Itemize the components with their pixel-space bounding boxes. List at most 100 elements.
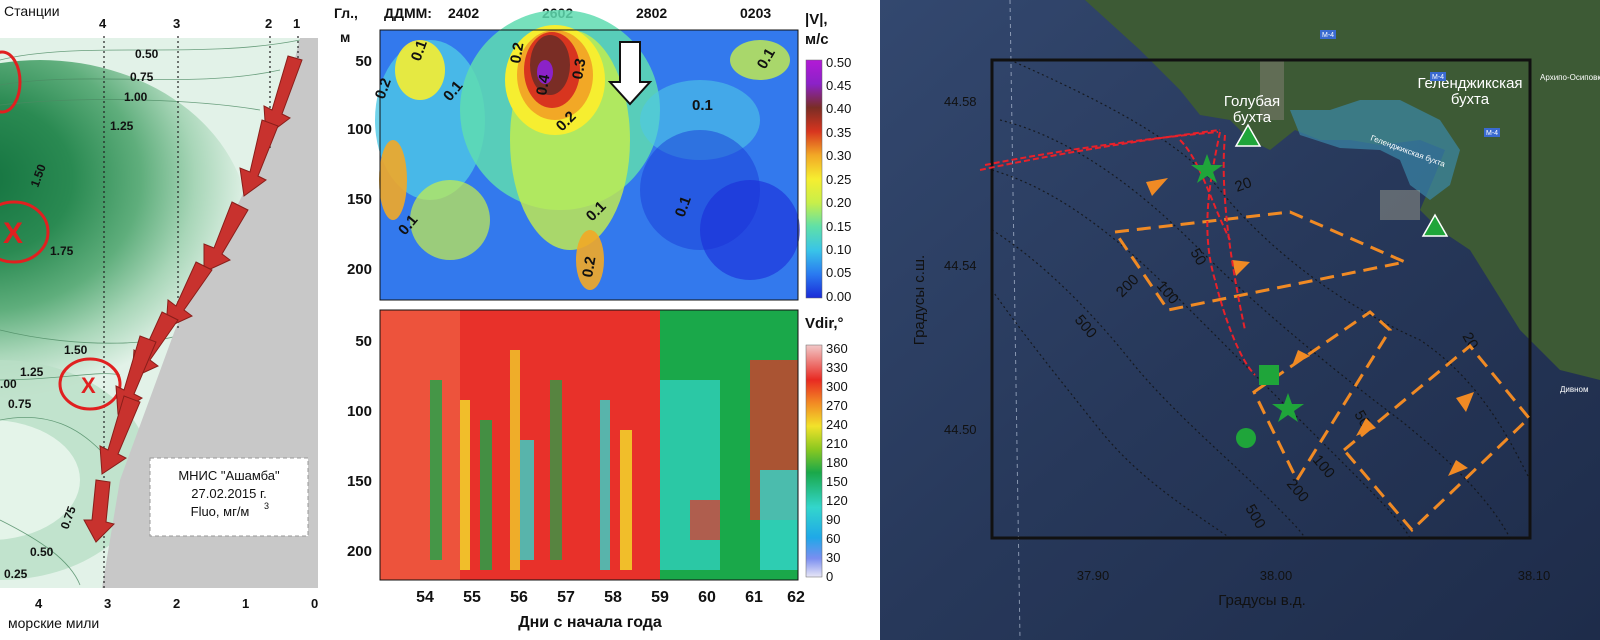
star-marker-icon [1272, 393, 1304, 422]
flow-arrow [83, 479, 115, 543]
velocity-colorbar-tick: 0.00 [826, 289, 851, 304]
depth-axis-label-2: м [340, 29, 350, 45]
stations-label: Станции [4, 3, 60, 19]
station-label-4: 4 [99, 16, 107, 31]
velocity-colorbar-tick: 0.05 [826, 265, 851, 280]
days-axis-label: Дни с начала года [518, 614, 662, 631]
velocity-direction-heatmap [379, 309, 799, 581]
lon-tick: 38.10 [1518, 568, 1551, 583]
contour-label: 0.1 [408, 38, 431, 63]
legend-date: 27.02.2015 г. [191, 486, 266, 501]
direction-colorbar-tick: 120 [826, 493, 848, 508]
isobath-label: 20 [1459, 330, 1482, 353]
survey-track [1112, 210, 1410, 312]
contour-label: 0.25 [4, 567, 28, 581]
velocity-colorbar-tick: 0.40 [826, 101, 851, 116]
x-tick: 2 [173, 596, 180, 611]
contour-label: 0.3 [569, 57, 589, 80]
station-label-2: 2 [265, 16, 272, 31]
day-tick: 56 [510, 589, 528, 606]
contour-label: 0.1 [672, 194, 695, 219]
depth-tick: 150 [347, 191, 372, 208]
latitude-axis-label: Градусы с.ш. [911, 255, 928, 345]
contour-label: 0.75 [130, 70, 154, 84]
flow-arrow [165, 261, 213, 329]
contour-label: 0.75 [8, 397, 32, 411]
fluorescence-section-panel: Станции 4 3 2 1 0.50 0.75 1.00 1.25 1.50… [0, 3, 318, 631]
direction-colorbar-tick: 210 [826, 436, 848, 451]
day-tick: 55 [463, 589, 481, 606]
direction-colorbar-tick: 270 [826, 398, 848, 413]
velocity-colorbar-tick: 0.10 [826, 242, 851, 257]
legend-unit-superscript: 3 [264, 501, 269, 511]
day-tick: 62 [787, 589, 805, 606]
date-tick: 2802 [636, 5, 667, 21]
seabed-shelf [102, 38, 318, 588]
x-tick: 0 [311, 596, 318, 611]
marker-circle-x [58, 357, 122, 411]
x-mark-icon: X [81, 373, 96, 398]
direction-colorbar-tick: 300 [826, 379, 848, 394]
contour-label: 0.50 [30, 545, 54, 559]
contour-label: 0.2 [579, 255, 599, 278]
contour-label: 0.2 [507, 41, 527, 64]
legend-station-name: МНИС "Ашамба" [178, 468, 280, 483]
depth-tick: 200 [347, 543, 372, 560]
contour-label: 1.25 [110, 119, 134, 133]
contour-label: 1.25 [20, 365, 44, 379]
x-mark-icon: X [3, 217, 23, 250]
direction-colorbar-tick: 30 [826, 550, 840, 565]
velocity-colorbar-unit: м/с [805, 31, 829, 48]
contour-label: 1.75 [50, 244, 74, 258]
depth-tick: 150 [347, 473, 372, 490]
flow-arrow [99, 395, 141, 475]
velocity-colorbar-tick: 0.30 [826, 148, 851, 163]
velocity-colorbar-tick: 0.45 [826, 78, 851, 93]
lat-tick: 44.50 [944, 422, 977, 437]
bay-water [1290, 100, 1460, 200]
down-arrow-icon [607, 41, 653, 106]
legend-parameter: Fluo, мг/м [191, 504, 250, 519]
x-tick: 3 [104, 596, 111, 611]
velocity-colorbar-title: |V|, [805, 11, 828, 28]
isobath-label: 50 [1187, 246, 1210, 269]
contour-label: 1.50 [64, 343, 88, 357]
lat-tick: 44.58 [944, 94, 977, 109]
depth-tick: 50 [355, 333, 372, 350]
station-label-1: 1 [293, 16, 300, 31]
marker-circle-x [0, 200, 50, 264]
lon-tick: 37.90 [1077, 568, 1110, 583]
velocity-colorbar-tick: 0.35 [826, 125, 851, 140]
direction-colorbar-title: Vdir,° [805, 315, 844, 332]
depth-tick: 100 [347, 121, 372, 138]
station-label-3: 3 [173, 16, 180, 31]
direction-colorbar-tick: 180 [826, 455, 848, 470]
velocity-colorbar [805, 59, 823, 299]
place-label-golubaya: Голубая [1224, 93, 1280, 110]
direction-colorbar-tick: 150 [826, 474, 848, 489]
marker-circle [0, 50, 22, 114]
circle-marker-icon [1236, 428, 1256, 448]
depth-tick: 100 [347, 403, 372, 420]
direction-colorbar-tick: 240 [826, 417, 848, 432]
contour-label: 1.00 [124, 90, 148, 104]
small-map-label: Дивном [1560, 385, 1589, 394]
date-tick: 2402 [448, 5, 479, 21]
square-marker-icon [1259, 365, 1279, 385]
study-area-map: 20 50 100 200 500 20 50 100 200 500 [880, 0, 1600, 640]
map-frame [990, 58, 1532, 540]
day-tick: 60 [698, 589, 716, 606]
velocity-colorbar-tick: 0.15 [826, 219, 851, 234]
road-label: М-4 [1322, 32, 1334, 39]
day-tick: 57 [557, 589, 575, 606]
track-arrow-icon [1456, 392, 1474, 412]
x-tick: 4 [35, 596, 43, 611]
longitude-axis-label: Градусы в.д. [1218, 592, 1306, 609]
star-marker-icon [1191, 154, 1223, 183]
direction-colorbar-tick: 330 [826, 360, 848, 375]
depth-tick: 200 [347, 261, 372, 278]
direction-colorbar-tick: 360 [826, 341, 848, 356]
contour-label: 0.50 [135, 47, 159, 61]
track-arrow-icon [1232, 260, 1250, 276]
current-timeseries-panel: Гл., м ДДММ: 2402 2602 2802 0203 [334, 5, 851, 631]
